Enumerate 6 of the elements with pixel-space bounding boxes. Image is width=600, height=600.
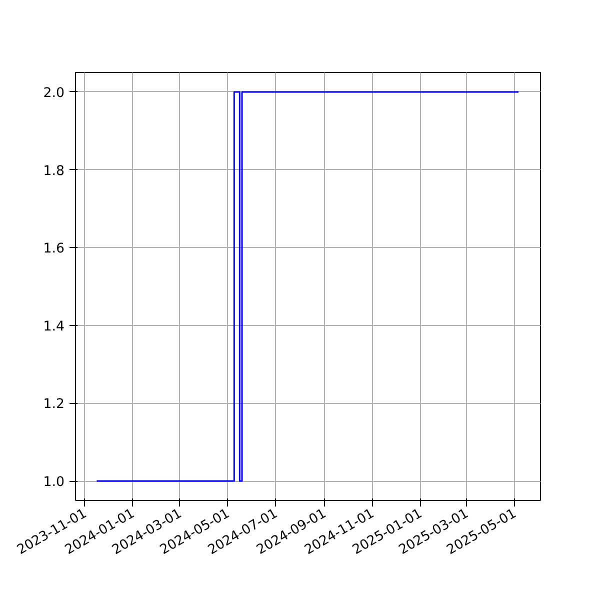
y-tick-label: 1.4 xyxy=(43,319,65,334)
y-tick-label: 1.0 xyxy=(43,475,65,490)
y-tick-label: 1.2 xyxy=(43,397,65,412)
y-tick-label: 1.6 xyxy=(43,242,65,257)
y-tick-label: 1.8 xyxy=(43,164,65,179)
y-tick-label: 2.0 xyxy=(43,86,65,101)
